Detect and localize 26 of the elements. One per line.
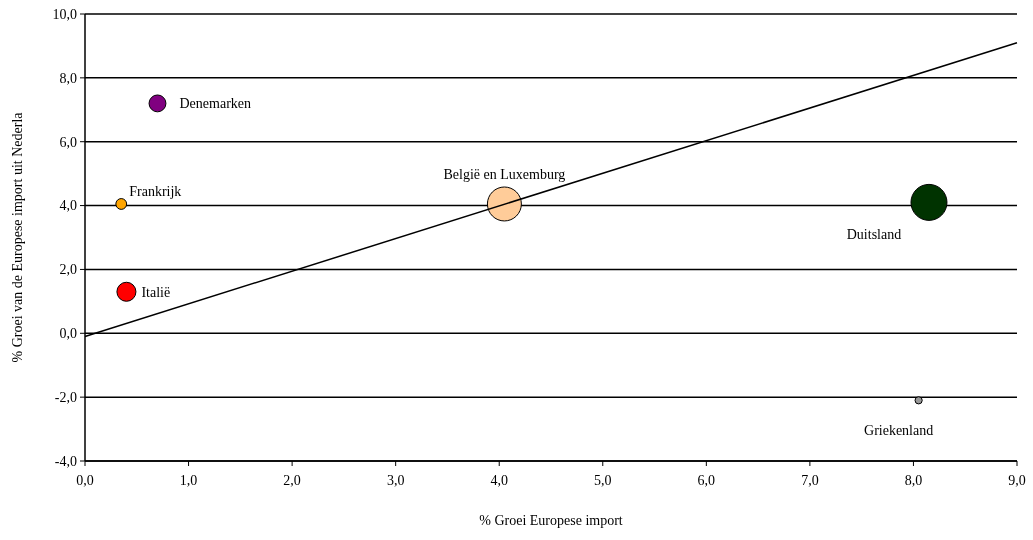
y-tick-label: 8,0 xyxy=(59,70,77,86)
x-tick-label: 8,0 xyxy=(904,473,923,488)
y-tick-label: 6,0 xyxy=(59,134,77,150)
series-label: Denemarken xyxy=(179,96,252,112)
y-tick-label: 10,0 xyxy=(52,6,77,22)
y-tick-label: 0,0 xyxy=(59,326,77,342)
x-tick-label: 0,0 xyxy=(76,473,94,488)
series-label: Griekenland xyxy=(864,423,934,439)
x-axis-title: % Groei Europese import xyxy=(479,513,623,528)
x-tick-label: 9,0 xyxy=(1008,473,1026,488)
y-axis-title: % Groei van de Europese import uit Nederla xyxy=(10,111,25,363)
series-label: Duitsland xyxy=(846,227,902,243)
x-tick-label: 5,0 xyxy=(594,473,612,488)
series-label: België en Luxemburg xyxy=(443,166,566,182)
x-tick-label: 2,0 xyxy=(283,473,301,488)
x-tick-label: 7,0 xyxy=(801,473,819,488)
y-tick-label: -2,0 xyxy=(54,390,77,406)
y-tick-label: 2,0 xyxy=(59,262,77,278)
series-label: Frankrijk xyxy=(129,183,182,199)
y-tick-label: 4,0 xyxy=(59,198,77,214)
series-label: Italië xyxy=(141,284,171,300)
x-tick-label: 6,0 xyxy=(697,473,716,488)
y-tick-label: -4,0 xyxy=(54,453,77,469)
x-tick-label: 3,0 xyxy=(386,473,405,488)
x-tick-label: 4,0 xyxy=(490,473,508,488)
x-tick-label: 1,0 xyxy=(179,473,198,488)
